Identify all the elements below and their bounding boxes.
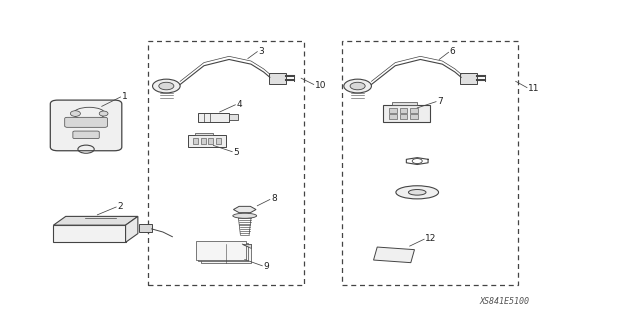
Circle shape — [159, 82, 174, 90]
Text: 1: 1 — [122, 92, 127, 101]
FancyBboxPatch shape — [195, 133, 213, 135]
Text: XS841E5100: XS841E5100 — [480, 297, 530, 306]
Text: 9: 9 — [264, 262, 269, 271]
Text: 8: 8 — [271, 194, 277, 204]
Circle shape — [344, 79, 371, 93]
Bar — [148, 41, 305, 285]
FancyBboxPatch shape — [389, 108, 397, 113]
Circle shape — [152, 79, 180, 93]
FancyBboxPatch shape — [209, 137, 213, 145]
FancyBboxPatch shape — [383, 105, 430, 122]
Polygon shape — [242, 244, 251, 248]
FancyBboxPatch shape — [198, 243, 248, 261]
FancyBboxPatch shape — [201, 244, 251, 263]
FancyBboxPatch shape — [389, 115, 397, 119]
Ellipse shape — [396, 186, 438, 199]
FancyBboxPatch shape — [399, 115, 407, 119]
Polygon shape — [234, 206, 256, 213]
Text: 10: 10 — [315, 81, 326, 90]
FancyBboxPatch shape — [216, 137, 221, 145]
FancyBboxPatch shape — [201, 137, 206, 145]
Ellipse shape — [408, 189, 426, 195]
FancyBboxPatch shape — [73, 131, 99, 138]
Ellipse shape — [99, 111, 108, 116]
Text: 2: 2 — [117, 202, 123, 211]
FancyBboxPatch shape — [196, 241, 246, 260]
Text: 7: 7 — [437, 97, 443, 106]
FancyBboxPatch shape — [399, 108, 407, 113]
FancyBboxPatch shape — [392, 102, 417, 105]
FancyBboxPatch shape — [198, 113, 229, 122]
FancyBboxPatch shape — [269, 73, 286, 84]
Ellipse shape — [70, 111, 81, 116]
Ellipse shape — [233, 213, 257, 218]
FancyBboxPatch shape — [65, 117, 108, 127]
Circle shape — [350, 82, 365, 90]
Text: 5: 5 — [234, 148, 239, 157]
FancyBboxPatch shape — [188, 135, 226, 147]
FancyBboxPatch shape — [460, 73, 477, 84]
FancyBboxPatch shape — [410, 115, 418, 119]
FancyBboxPatch shape — [193, 137, 198, 145]
Bar — [342, 41, 518, 285]
Text: 3: 3 — [259, 47, 264, 56]
FancyBboxPatch shape — [374, 247, 415, 263]
Polygon shape — [54, 216, 138, 225]
Text: 11: 11 — [528, 84, 540, 93]
Polygon shape — [125, 216, 138, 242]
FancyBboxPatch shape — [410, 108, 418, 113]
Text: 6: 6 — [450, 47, 456, 56]
Polygon shape — [54, 225, 125, 242]
FancyBboxPatch shape — [229, 114, 239, 121]
Text: 4: 4 — [237, 100, 242, 109]
FancyBboxPatch shape — [51, 100, 122, 151]
FancyBboxPatch shape — [139, 224, 152, 232]
Text: 12: 12 — [426, 234, 436, 243]
